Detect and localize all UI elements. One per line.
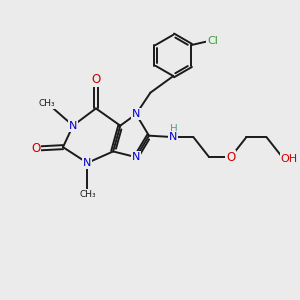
- Text: N: N: [132, 152, 140, 162]
- Text: N: N: [132, 109, 140, 119]
- Text: N: N: [83, 158, 92, 168]
- Text: N: N: [169, 132, 178, 142]
- Text: O: O: [31, 142, 40, 155]
- Text: Cl: Cl: [207, 36, 218, 46]
- Text: CH₃: CH₃: [79, 190, 96, 199]
- Text: N: N: [69, 121, 77, 130]
- Text: OH: OH: [281, 154, 298, 164]
- Text: O: O: [91, 73, 101, 86]
- Text: CH₃: CH₃: [39, 99, 56, 108]
- Text: O: O: [226, 151, 235, 164]
- Text: H: H: [170, 124, 178, 134]
